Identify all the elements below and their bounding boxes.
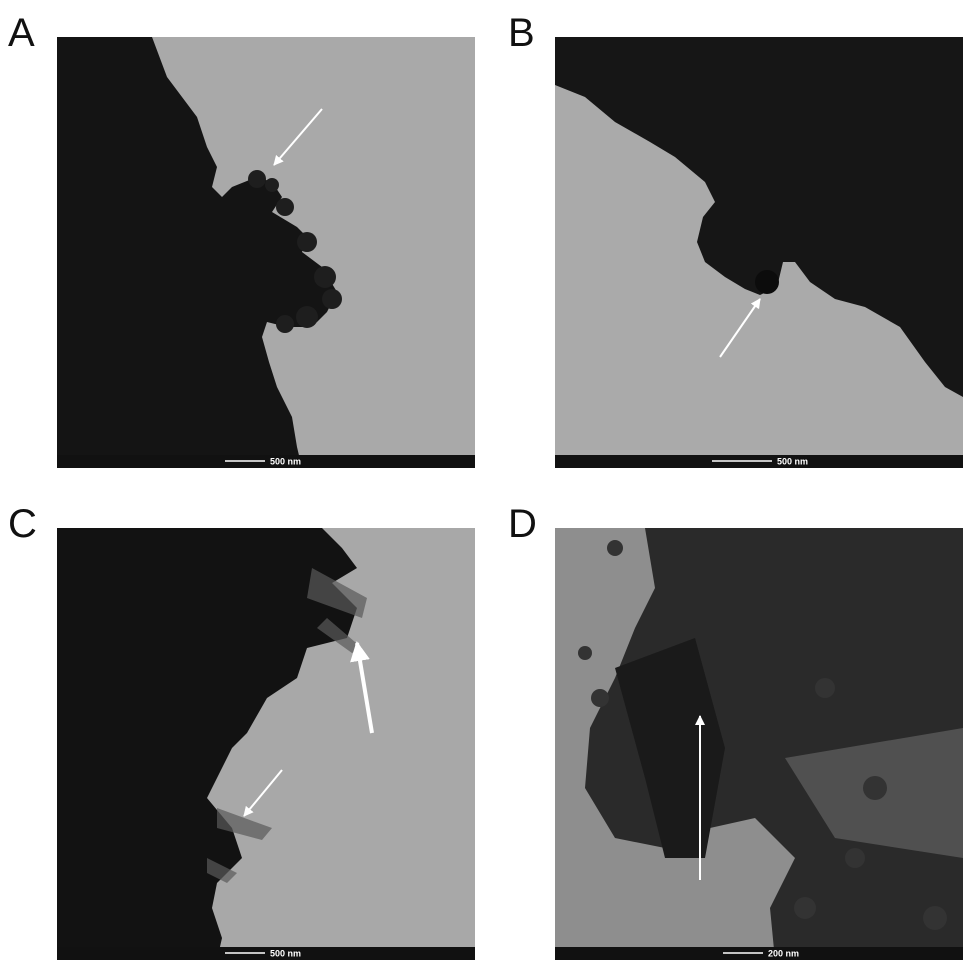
figure: 500 nm A 500 nm B 500 nm C bbox=[0, 0, 963, 960]
scale-strip bbox=[57, 455, 475, 468]
panel-b: 500 nm bbox=[555, 37, 963, 468]
panel-label: A bbox=[8, 11, 35, 55]
page: 500 nm A 500 nm B 500 nm C bbox=[0, 0, 963, 960]
panel-a: 500 nm bbox=[57, 37, 475, 468]
panel-c: 500 nm bbox=[57, 528, 475, 960]
scale-label: 500 nm bbox=[777, 456, 808, 466]
scale-label: 200 nm bbox=[768, 948, 799, 958]
scale-label: 500 nm bbox=[270, 948, 301, 958]
scale-label: 500 nm bbox=[270, 456, 301, 466]
particle bbox=[755, 270, 779, 294]
panel-label: B bbox=[508, 11, 535, 55]
scale-strip bbox=[57, 947, 475, 960]
panel-label: C bbox=[8, 502, 37, 546]
panel-label: D bbox=[508, 502, 537, 546]
panel-d: 200 nm bbox=[555, 528, 963, 960]
